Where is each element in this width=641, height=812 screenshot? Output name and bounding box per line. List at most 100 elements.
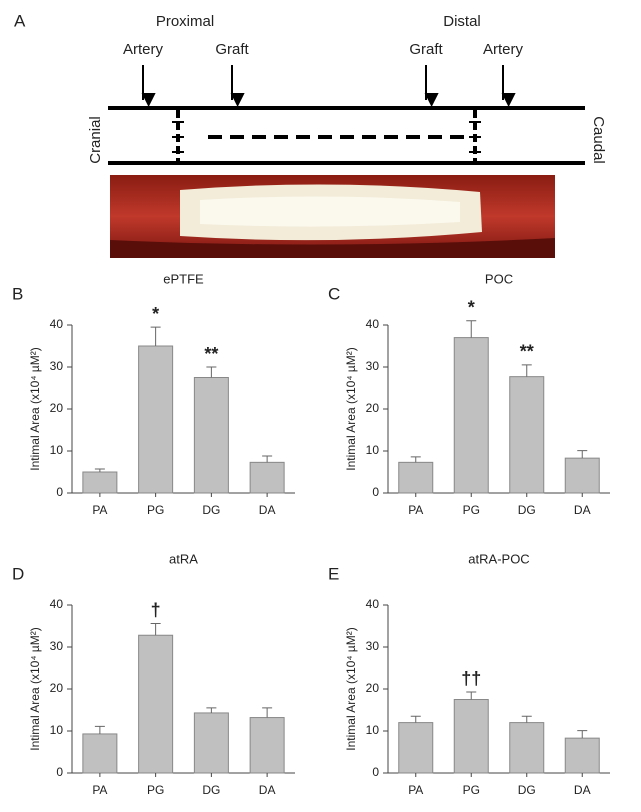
distal-label: Distal — [443, 13, 481, 30]
y-tick-label: 40 — [50, 597, 64, 611]
error-bar — [577, 730, 588, 739]
error-bar — [206, 707, 217, 713]
x-tick-label: DA — [259, 783, 276, 797]
error-bar — [466, 691, 477, 700]
bar — [193, 377, 229, 494]
annotation: ** — [520, 342, 534, 362]
panel-letter: B — [12, 284, 23, 303]
bar — [82, 471, 118, 494]
bar — [453, 699, 489, 774]
annotation: †† — [461, 669, 481, 689]
y-tick-label: 20 — [366, 681, 380, 695]
panel-a: A Proximal Distal Artery Graft Graft Art… — [14, 11, 607, 258]
annotation: † — [151, 600, 161, 620]
panel-letter: A — [14, 11, 26, 30]
y-tick-label: 10 — [50, 443, 64, 457]
error-bar — [262, 707, 273, 718]
photo — [110, 175, 555, 258]
y-tick-label: 0 — [56, 485, 63, 499]
bar — [398, 461, 434, 494]
bar — [249, 717, 285, 774]
x-tick-label: DA — [259, 503, 276, 517]
error-bar — [521, 715, 532, 723]
x-tick-label: DG — [202, 503, 220, 517]
x-tick-label: DG — [202, 783, 220, 797]
chart-title: atRA-POC — [468, 551, 529, 566]
y-tick-label: 20 — [50, 681, 64, 695]
y-tick-label: 10 — [50, 723, 64, 737]
y-tick-label: 30 — [50, 359, 64, 373]
y-axis-label: Intimal Area (x10⁴ µM²) — [344, 347, 358, 470]
bar — [509, 722, 545, 774]
vessel-diagram — [108, 106, 585, 165]
annotation: * — [152, 304, 159, 324]
y-tick-label: 0 — [56, 765, 63, 779]
x-tick-label: DA — [574, 503, 591, 517]
marker-label: Graft — [409, 41, 443, 58]
bar — [249, 461, 285, 494]
bar — [398, 722, 434, 774]
x-tick-label: DG — [518, 783, 536, 797]
x-tick-label: PA — [408, 503, 423, 517]
x-tick-label: PG — [147, 783, 164, 797]
y-axis-label: Intimal Area (x10⁴ µM²) — [28, 347, 42, 470]
panel-letter: E — [328, 564, 339, 583]
y-tick-label: 40 — [50, 317, 64, 331]
y-tick-label: 30 — [50, 639, 64, 653]
x-tick-label: DA — [574, 783, 591, 797]
bar — [193, 712, 229, 774]
marker-label: Graft — [215, 41, 249, 58]
x-tick-label: PG — [147, 503, 164, 517]
y-tick-label: 20 — [366, 401, 380, 415]
error-bar — [577, 450, 588, 459]
chart-title: ePTFE — [163, 271, 204, 286]
panel-letter: C — [328, 284, 340, 303]
y-tick-label: 40 — [366, 317, 380, 331]
error-bar — [410, 456, 421, 463]
bar — [138, 345, 174, 494]
y-tick-label: 0 — [372, 765, 379, 779]
panel-letter: D — [12, 564, 24, 583]
y-axis-label: Intimal Area (x10⁴ µM²) — [28, 627, 42, 750]
error-bar — [521, 364, 532, 377]
y-tick-label: 20 — [50, 401, 64, 415]
bar — [453, 337, 489, 494]
x-tick-label: PG — [463, 503, 480, 517]
x-tick-label: PA — [92, 503, 107, 517]
y-tick-label: 30 — [366, 359, 380, 373]
error-bar — [150, 622, 161, 636]
proximal-label: Proximal — [156, 13, 214, 30]
bar — [564, 457, 600, 494]
annotation: * — [468, 298, 475, 318]
cranial-label: Cranial — [87, 116, 104, 164]
error-bar — [150, 326, 161, 346]
bar — [138, 634, 174, 774]
bar — [82, 733, 118, 774]
error-bar — [466, 320, 477, 338]
y-tick-label: 0 — [372, 485, 379, 499]
error-bar — [94, 468, 105, 472]
y-tick-label: 40 — [366, 597, 380, 611]
marker-label: Artery — [123, 41, 164, 58]
bar-chart: C POC Intimal Area (x10⁴ µM²) 0 10 20 30 40 PA PG… — [328, 271, 610, 517]
y-tick-label: 10 — [366, 723, 380, 737]
x-tick-label: PA — [408, 783, 423, 797]
annotation: ** — [204, 344, 218, 364]
y-tick-label: 10 — [366, 443, 380, 457]
chart-title: POC — [485, 271, 513, 286]
chart-title: atRA — [169, 551, 198, 566]
error-bar — [94, 725, 105, 734]
error-bar — [410, 715, 421, 723]
bar — [509, 376, 545, 494]
arrows — [141, 65, 516, 107]
x-tick-label: PG — [463, 783, 480, 797]
marker-label: Artery — [483, 41, 524, 58]
error-bar — [262, 455, 273, 463]
error-bar — [206, 366, 217, 378]
y-tick-label: 30 — [366, 639, 380, 653]
